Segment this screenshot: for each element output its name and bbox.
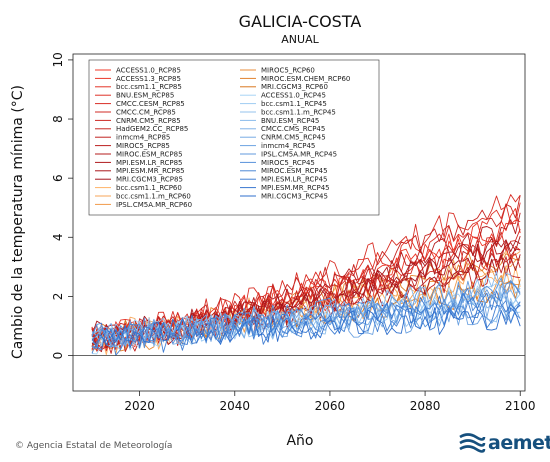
y-tick-label: 6 <box>51 174 65 182</box>
legend-label: ACCESS1.0_RCP45 <box>261 92 326 100</box>
x-axis-label: Año <box>286 433 313 449</box>
y-tick-label: 0 <box>51 352 65 360</box>
legend-label: MPI.ESM.MR_RCP85 <box>116 167 185 175</box>
y-tick-label: 2 <box>51 293 65 301</box>
legend-box <box>88 59 380 216</box>
legend-label: IPSL.CM5A.MR_RCP60 <box>116 201 192 209</box>
legend-label: MRI.CGCM3_RCP60 <box>261 83 328 91</box>
credit-text: © Agencia Estatal de Meteorología <box>15 441 173 451</box>
x-tick-label: 2100 <box>505 399 536 413</box>
legend-label: CNRM.CM5_RCP85 <box>116 117 181 125</box>
legend-label: inmcm4_RCP45 <box>261 142 315 150</box>
series-line <box>91 307 521 349</box>
legend-label: CNRM.CM5_RCP45 <box>261 134 326 142</box>
legend-label: CMCC.CM_RCP85 <box>116 108 176 116</box>
legend-label: bcc.csm1.1.m_RCP45 <box>261 108 336 116</box>
legend: ACCESS1.0_RCP85ACCESS1.3_RCP85bcc.csm1.1… <box>95 66 350 209</box>
series-line <box>91 194 521 343</box>
legend-label: MPI.ESM.MR_RCP45 <box>261 184 330 192</box>
chart-title: GALICIA-COSTA <box>239 12 362 31</box>
legend-label: MRI.CGCM3_RCP85 <box>116 176 183 184</box>
legend-label: MIROC5_RCP60 <box>261 66 315 74</box>
x-tick-label: 2060 <box>315 399 346 413</box>
chart-subtitle: ANUAL <box>281 33 319 46</box>
legend-label: MIROC.ESM_RCP85 <box>116 150 183 158</box>
legend-label: BNU.ESM_RCP45 <box>261 117 319 125</box>
legend-label: MIROC5_RCP85 <box>116 142 170 150</box>
legend-label: MRI.CGCM3_RCP45 <box>261 192 328 200</box>
legend-label: HadGEM2.CC_RCP85 <box>116 125 188 133</box>
legend-label: bcc.csm1.1_RCP45 <box>261 100 327 108</box>
x-tick-label: 2080 <box>410 399 441 413</box>
y-tick-label: 10 <box>51 52 65 67</box>
y-axis-label: Cambio de la temperatura mínima (°C) <box>10 85 26 359</box>
aemet-logo: aemet <box>458 431 550 455</box>
y-tick-label: 8 <box>51 115 65 123</box>
axis-ticks: 2020 2040 2060 2080 2100 0 2 4 6 8 10 <box>51 52 536 413</box>
series-line <box>91 219 521 348</box>
legend-label: BNU.ESM_RCP85 <box>116 92 174 100</box>
legend-label: CMCC.CESM_RCP85 <box>116 100 185 108</box>
legend-label: CMCC.CMS_RCP45 <box>261 125 325 133</box>
legend-label: bcc.csm1.1_RCP60 <box>116 184 182 192</box>
legend-label: MIROC5_RCP45 <box>261 159 315 167</box>
series-line <box>91 195 521 351</box>
legend-label: bcc.csm1.1.m_RCP60 <box>116 192 191 200</box>
legend-label: ACCESS1.0_RCP85 <box>116 66 181 74</box>
y-tick-label: 4 <box>51 233 65 241</box>
x-tick-label: 2020 <box>124 399 155 413</box>
series-line <box>91 289 521 347</box>
legend-label: bcc.csm1.1_RCP85 <box>116 83 182 91</box>
legend-label: ACCESS1.3_RCP85 <box>116 75 181 83</box>
series-line <box>91 239 521 349</box>
legend-label: MPI.ESM.LR_RCP85 <box>116 159 182 167</box>
legend-label: IPSL.CM5A.MR_RCP45 <box>261 150 337 158</box>
legend-label: MPI.ESM.LR_RCP45 <box>261 176 327 184</box>
legend-label: MIROC.ESM_RCP45 <box>261 167 328 175</box>
series-line <box>91 253 521 348</box>
aemet-logo-icon <box>459 433 486 453</box>
legend-label: inmcm4_RCP85 <box>116 134 170 142</box>
plot-frame <box>72 53 526 392</box>
series-line <box>91 228 521 352</box>
series-line <box>91 290 521 351</box>
aemet-brand-text: aemet <box>488 432 550 454</box>
series-line <box>91 294 521 349</box>
legend-label: MIROC.ESM.CHEM_RCP60 <box>261 75 350 83</box>
series-lines <box>91 194 521 356</box>
x-tick-label: 2040 <box>219 399 250 413</box>
